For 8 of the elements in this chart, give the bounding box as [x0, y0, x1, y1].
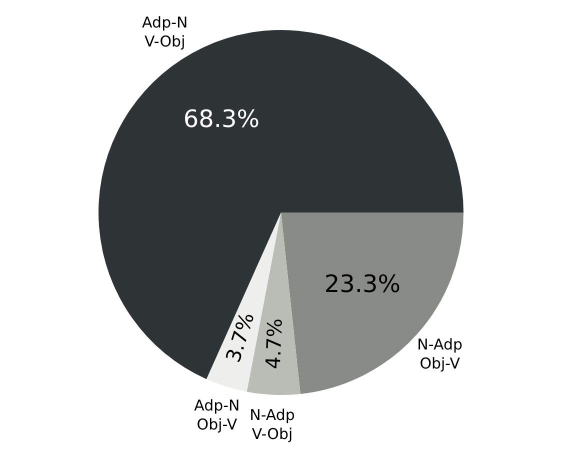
- data-label: 23.3%: [324, 270, 401, 298]
- data-label: 3.7%: [220, 309, 259, 366]
- slice-label: N-Adp V-Obj: [250, 406, 295, 444]
- slice-label: Adp-N V-Obj: [142, 14, 188, 51]
- slice-label: N-Adp Obj-V: [417, 336, 463, 373]
- data-label: 68.3%: [183, 104, 260, 133]
- slice-label: Adp-N Obj-V: [194, 396, 240, 434]
- data-label: 4.7%: [260, 318, 287, 370]
